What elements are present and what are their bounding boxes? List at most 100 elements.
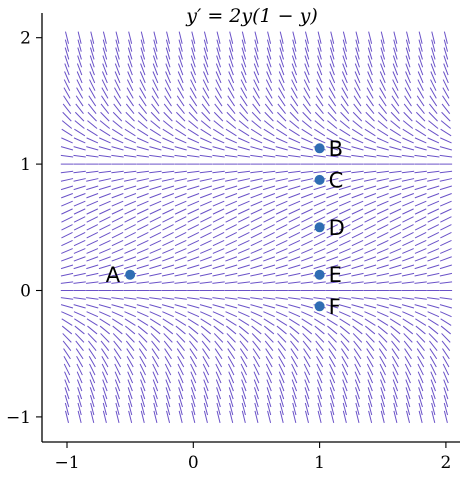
slope-segment	[342, 402, 347, 416]
slope-segment	[414, 193, 427, 199]
slope-segment	[201, 111, 211, 122]
slope-segment	[90, 410, 95, 424]
slope-segment	[417, 355, 425, 368]
slope-segment	[61, 216, 73, 223]
slope-segment	[254, 395, 259, 408]
slope-segment	[187, 224, 200, 231]
slope-segment	[86, 185, 99, 191]
slope-segment	[263, 128, 275, 137]
x-tick-label: 0	[188, 453, 199, 473]
slope-segment	[326, 178, 339, 182]
slope-segment	[212, 304, 225, 309]
slope-segment	[314, 325, 325, 335]
slope-segment	[439, 256, 452, 262]
slope-segment	[127, 371, 134, 384]
slope-segment	[225, 208, 238, 215]
slope-segment	[376, 216, 389, 223]
slope-segment	[439, 272, 453, 277]
slope-segment	[162, 193, 175, 199]
slope-segment	[275, 264, 288, 270]
slope-segment	[365, 325, 376, 335]
slope-segment	[61, 120, 73, 129]
slope-segment	[376, 240, 389, 247]
slope-segment	[139, 87, 147, 99]
slope-segment	[428, 325, 439, 335]
slope-segment	[74, 318, 86, 326]
slope-segment	[443, 379, 449, 392]
slope-segment	[364, 224, 376, 231]
slope-segment	[237, 185, 250, 191]
slope-segment	[253, 371, 260, 384]
slope-segment	[389, 232, 402, 239]
slope-segment	[164, 348, 172, 360]
slope-segment	[136, 272, 149, 277]
slope-segment	[418, 47, 423, 60]
slope-segment	[139, 363, 146, 376]
slope-segment	[379, 79, 386, 91]
slope-segment	[351, 154, 364, 158]
slope-segment	[86, 264, 99, 270]
slope-segment	[149, 200, 162, 207]
slope-segment	[201, 103, 211, 114]
slope-segment	[417, 379, 424, 392]
slope-segment	[430, 47, 436, 60]
slope-segment	[366, 348, 374, 360]
slope-segment	[216, 39, 221, 52]
slope-segment	[313, 170, 326, 174]
slope-segment	[73, 178, 86, 182]
slope-segment	[226, 103, 236, 114]
slope-segment	[352, 325, 363, 335]
slope-segment	[237, 170, 251, 174]
slope-segment	[178, 47, 183, 60]
slope-segment	[87, 333, 97, 343]
slope-segment	[125, 103, 135, 114]
slope-segment	[301, 120, 313, 129]
slope-segment	[315, 340, 324, 351]
slope-segment	[364, 128, 376, 137]
slope-segment	[442, 87, 450, 99]
slope-segment	[89, 47, 95, 60]
slope-segment	[102, 402, 108, 416]
slope-segment	[165, 402, 171, 416]
slope-segment	[200, 240, 212, 247]
slope-segment	[404, 348, 412, 360]
slope-segment	[86, 304, 99, 309]
slope-segment	[338, 154, 352, 158]
slope-segment	[302, 111, 312, 122]
slope-segment	[123, 178, 137, 182]
slope-segment	[174, 154, 187, 158]
slope-segment	[73, 154, 86, 158]
slope-segment	[278, 87, 286, 99]
slope-segment	[379, 355, 387, 368]
slope-segment	[351, 281, 364, 284]
slope-segment	[391, 103, 400, 114]
slope-segment	[351, 208, 364, 215]
slope-segment	[162, 325, 174, 335]
slope-segment	[227, 87, 235, 99]
slope-segment	[389, 272, 402, 277]
slope-segment	[152, 79, 159, 91]
slope-segment	[314, 120, 325, 129]
slope-segment	[89, 63, 95, 76]
slope-segment	[250, 208, 263, 215]
slope-segment	[376, 304, 389, 309]
slope-segment	[212, 178, 225, 182]
slope-segment	[174, 272, 187, 277]
point-b	[314, 143, 325, 154]
slope-segment	[366, 95, 374, 107]
slope-segment	[376, 200, 389, 207]
slope-segment	[61, 311, 73, 318]
slope-segment	[212, 154, 225, 158]
slope-segment	[326, 240, 339, 247]
slope-segment	[175, 120, 186, 129]
slope-segment	[376, 208, 389, 215]
slope-segment	[442, 71, 449, 84]
slope-segment	[389, 224, 402, 231]
slope-segment	[174, 248, 187, 254]
slope-segment	[301, 137, 313, 144]
slope-segment	[136, 297, 149, 300]
slope-segment	[364, 208, 376, 215]
slope-segment	[263, 264, 276, 270]
slope-segment	[115, 387, 120, 400]
slope-segment	[128, 410, 133, 424]
